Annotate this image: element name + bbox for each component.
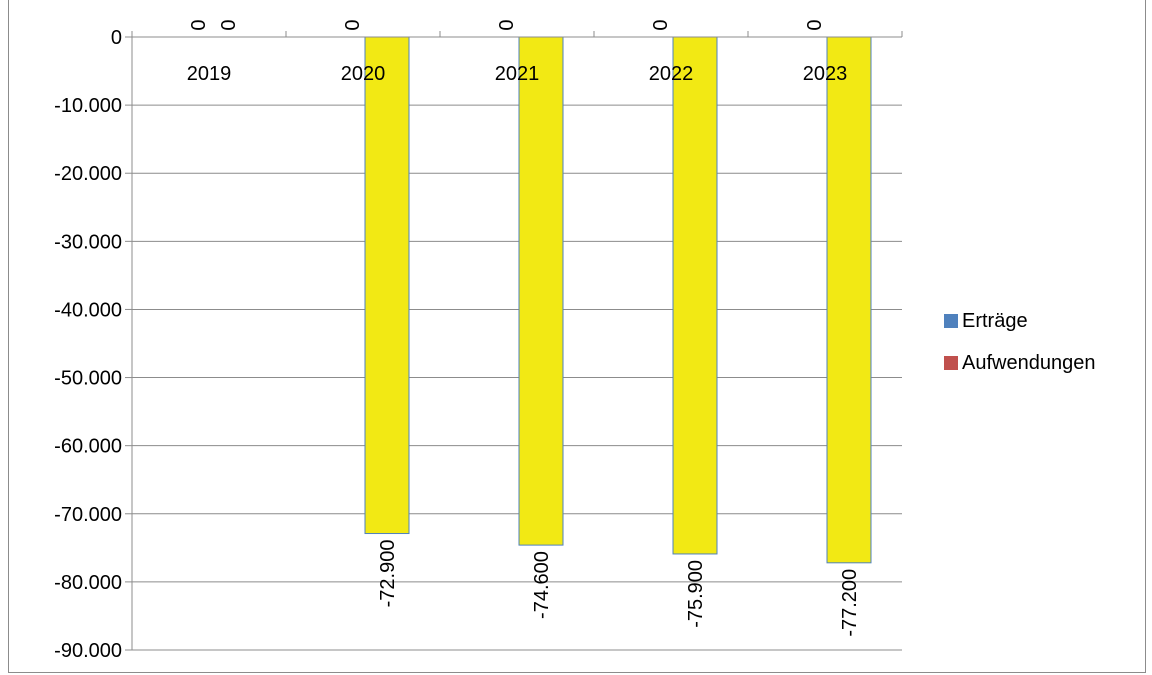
y-tick-label: -80.000 bbox=[54, 572, 122, 594]
legend-label-ertraege: Erträge bbox=[962, 309, 1028, 332]
bar-aufwendungen-2020[interactable] bbox=[364, 36, 410, 535]
y-tick-label: -70.000 bbox=[54, 504, 122, 526]
x-tick-label: 2019 bbox=[187, 63, 232, 85]
data-label-aufwendungen-2021: -74.600 bbox=[531, 551, 553, 619]
y-tick-label: -50.000 bbox=[54, 368, 122, 390]
legend-swatch-aufwendungen bbox=[944, 356, 958, 370]
data-label-ertraege-2022: 0 bbox=[648, 19, 670, 30]
bars bbox=[364, 36, 872, 564]
x-tick-label: 2022 bbox=[649, 63, 694, 85]
bar-aufwendungen-2023[interactable] bbox=[826, 36, 872, 564]
y-tick-label: -20.000 bbox=[54, 163, 122, 185]
y-tick-label: -10.000 bbox=[54, 95, 122, 117]
bar-aufwendungen-2022[interactable] bbox=[672, 36, 718, 555]
data-label-aufwendungen-2020: -72.900 bbox=[377, 540, 399, 608]
data-label-aufwendungen-2022: -75.900 bbox=[685, 560, 707, 628]
bar-aufwendungen-2021[interactable] bbox=[518, 36, 564, 546]
legend-item-ertraege[interactable]: Erträge bbox=[944, 308, 1095, 334]
y-tick-label: -40.000 bbox=[54, 299, 122, 321]
data-label-ertraege-2023: 0 bbox=[802, 19, 824, 30]
data-label-ertraege-2020: 0 bbox=[340, 19, 362, 30]
legend: Erträge Aufwendungen bbox=[944, 308, 1095, 392]
x-tick-label: 2020 bbox=[341, 63, 386, 85]
data-label-aufwendungen-2019: 0 bbox=[216, 19, 238, 30]
axes bbox=[125, 31, 903, 651]
data-label-ertraege-2021: 0 bbox=[494, 19, 516, 30]
y-tick-label: -90.000 bbox=[54, 640, 122, 662]
legend-label-aufwendungen: Aufwendungen bbox=[962, 351, 1096, 374]
labels: 0 -10.000 -20.000 -30.000 -40.000 -50.000 -60.… bbox=[54, 19, 861, 662]
legend-swatch-ertraege bbox=[944, 314, 958, 328]
data-label-ertraege-2019: 0 bbox=[186, 19, 208, 30]
legend-item-aufwendungen[interactable]: Aufwendungen bbox=[944, 350, 1095, 376]
gridlines bbox=[132, 104, 902, 651]
y-tick-label: -60.000 bbox=[54, 436, 122, 458]
x-tick-label: 2023 bbox=[803, 63, 848, 85]
y-tick-label: -30.000 bbox=[54, 231, 122, 253]
data-label-aufwendungen-2023: -77.200 bbox=[839, 569, 861, 637]
y-tick-label: 0 bbox=[111, 27, 122, 49]
chart-frame bbox=[8, 0, 1146, 673]
x-tick-label: 2021 bbox=[495, 63, 540, 85]
